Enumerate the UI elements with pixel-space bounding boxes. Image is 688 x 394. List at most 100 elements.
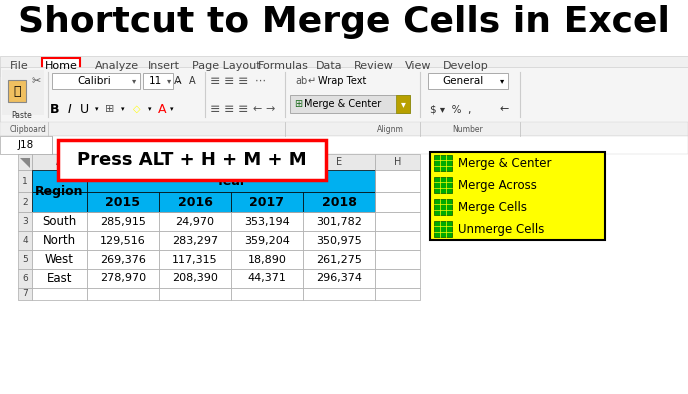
Bar xyxy=(32,231,87,250)
Text: 301,782: 301,782 xyxy=(316,216,362,227)
Text: Home: Home xyxy=(45,61,78,71)
Bar xyxy=(434,155,452,171)
Text: $ ▾  %  ,: $ ▾ % , xyxy=(430,104,471,114)
Text: J18: J18 xyxy=(18,140,34,150)
Text: ▾: ▾ xyxy=(400,99,405,109)
Text: Review: Review xyxy=(354,61,394,71)
Text: General: General xyxy=(442,76,484,86)
Text: Press ALT + H + M + M: Press ALT + H + M + M xyxy=(77,151,307,169)
Bar xyxy=(159,154,231,170)
Text: ▾: ▾ xyxy=(132,76,136,85)
Bar xyxy=(375,288,420,300)
Bar xyxy=(430,152,605,240)
Bar xyxy=(8,80,26,102)
Text: ▾: ▾ xyxy=(170,106,174,112)
Text: Unmerge Cells: Unmerge Cells xyxy=(458,223,544,236)
Bar xyxy=(231,231,303,250)
Text: ←: ← xyxy=(500,104,509,114)
Text: 261,275: 261,275 xyxy=(316,255,362,264)
Bar xyxy=(375,250,420,269)
Text: Number: Number xyxy=(453,125,484,134)
Text: ▾: ▾ xyxy=(121,106,125,112)
Text: Insert: Insert xyxy=(148,61,180,71)
Text: Region: Region xyxy=(35,184,84,197)
Text: 353,194: 353,194 xyxy=(244,216,290,227)
Bar xyxy=(231,288,303,300)
Bar xyxy=(231,250,303,269)
Text: East: East xyxy=(47,272,72,285)
Text: 5: 5 xyxy=(22,255,28,264)
Bar xyxy=(32,250,87,269)
Text: 11: 11 xyxy=(149,76,162,86)
Text: A: A xyxy=(174,76,182,86)
Bar xyxy=(303,250,375,269)
Bar xyxy=(231,269,303,288)
Bar xyxy=(231,192,303,212)
Bar xyxy=(87,154,159,170)
Bar xyxy=(32,154,87,170)
Bar xyxy=(58,140,326,180)
Text: ≡: ≡ xyxy=(224,74,234,87)
Text: 283,297: 283,297 xyxy=(172,236,218,245)
Text: B: B xyxy=(50,102,60,115)
Bar xyxy=(303,192,375,212)
Bar xyxy=(375,269,420,288)
Text: South: South xyxy=(43,215,76,228)
Text: ↵: ↵ xyxy=(308,76,316,86)
Text: Analyze: Analyze xyxy=(95,61,139,71)
Bar xyxy=(375,192,420,212)
Text: ✂: ✂ xyxy=(32,76,41,86)
Bar xyxy=(375,231,420,250)
Bar xyxy=(159,269,231,288)
Text: A: A xyxy=(189,76,195,86)
Text: ▾: ▾ xyxy=(148,106,152,112)
Bar xyxy=(434,199,452,215)
Bar xyxy=(396,95,410,113)
Text: 208,390: 208,390 xyxy=(172,273,218,284)
Text: Alignm: Alignm xyxy=(376,125,403,134)
Bar xyxy=(32,192,87,212)
Text: Formulas: Formulas xyxy=(258,61,309,71)
Bar xyxy=(87,269,159,288)
Bar xyxy=(303,212,375,231)
Text: 18,890: 18,890 xyxy=(248,255,286,264)
Text: B: B xyxy=(120,157,127,167)
Text: 3: 3 xyxy=(22,217,28,226)
Bar xyxy=(18,269,32,288)
Text: ▾: ▾ xyxy=(95,106,99,112)
Text: I: I xyxy=(68,102,72,115)
Text: 4: 4 xyxy=(22,236,28,245)
Text: ◇: ◇ xyxy=(133,104,141,114)
Bar xyxy=(303,231,375,250)
Bar xyxy=(18,192,32,212)
Text: ⋯: ⋯ xyxy=(255,76,266,86)
Bar xyxy=(290,95,410,113)
Text: Merge Cells: Merge Cells xyxy=(458,201,527,214)
Bar xyxy=(32,269,87,288)
Bar xyxy=(303,269,375,288)
Text: 117,315: 117,315 xyxy=(172,255,218,264)
Text: ▾: ▾ xyxy=(500,76,504,85)
Bar xyxy=(32,288,87,300)
Bar xyxy=(0,67,688,122)
Text: 296,374: 296,374 xyxy=(316,273,362,284)
Bar xyxy=(0,136,52,154)
Text: A: A xyxy=(158,102,166,115)
Bar xyxy=(18,231,32,250)
Text: 6: 6 xyxy=(22,274,28,283)
Bar xyxy=(143,73,173,89)
Bar xyxy=(87,250,159,269)
Text: Data: Data xyxy=(316,61,343,71)
Text: U: U xyxy=(79,102,89,115)
Bar xyxy=(434,221,452,237)
Bar xyxy=(87,231,159,250)
Bar xyxy=(32,170,87,192)
Text: ←: ← xyxy=(252,104,261,114)
Text: 2: 2 xyxy=(22,197,28,206)
Text: 359,204: 359,204 xyxy=(244,236,290,245)
Bar xyxy=(231,212,303,231)
Text: 2015: 2015 xyxy=(105,195,140,208)
Text: 278,970: 278,970 xyxy=(100,273,146,284)
Text: H: H xyxy=(394,157,401,167)
Text: Year: Year xyxy=(215,175,246,188)
